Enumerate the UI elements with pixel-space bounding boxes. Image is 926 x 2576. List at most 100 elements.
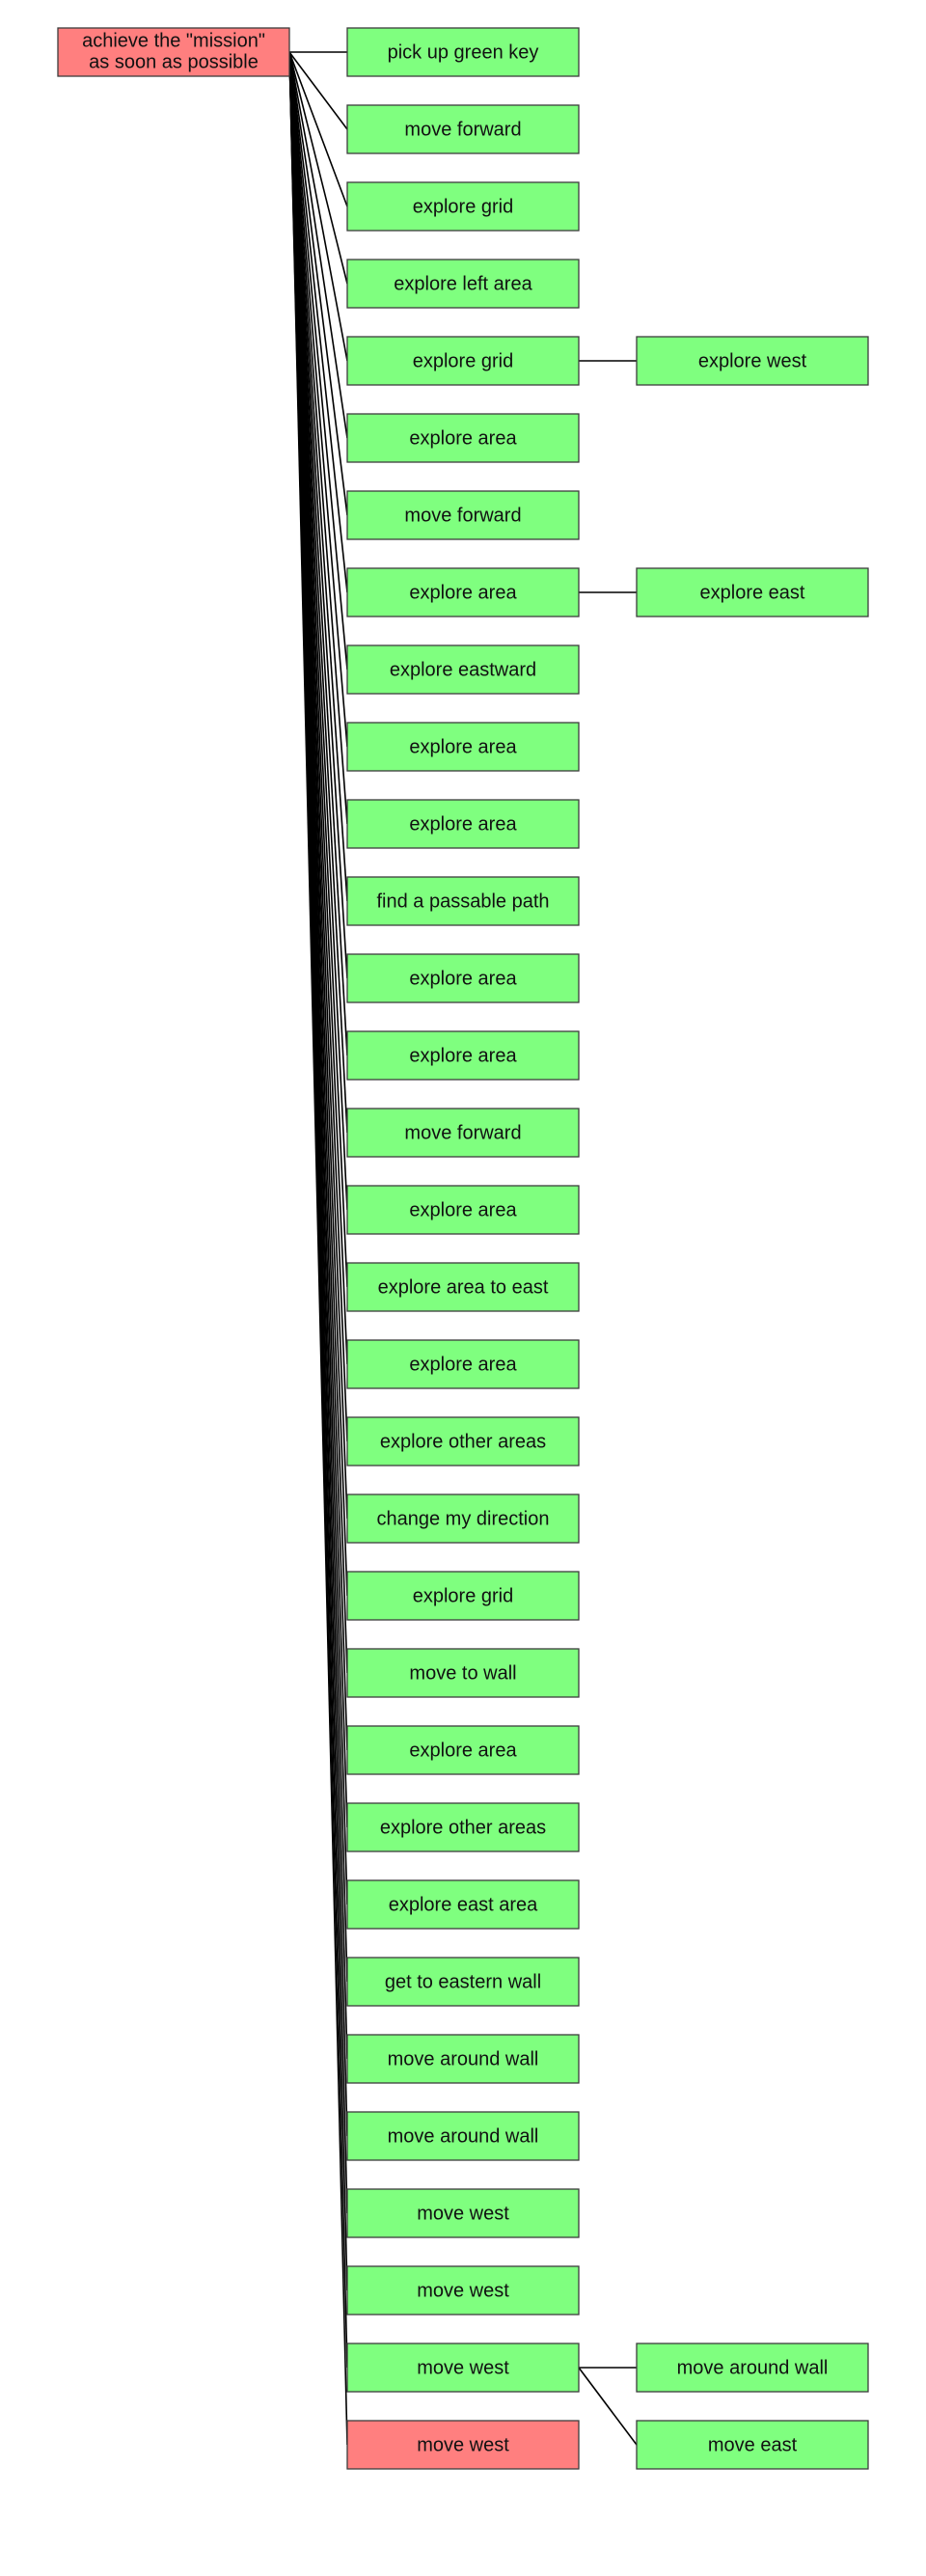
root-goal-node-label-line-2: as soon as possible xyxy=(89,51,259,72)
subgoal-node-31-child-2-box xyxy=(636,2420,869,2470)
subgoal-node-27-box xyxy=(346,2034,580,2084)
edge-line xyxy=(288,51,348,130)
edge-line xyxy=(288,51,348,748)
subgoal-node-20: change my direction xyxy=(346,1494,580,1544)
edge-line xyxy=(288,51,348,902)
subgoal-node-13-label: explore area xyxy=(409,968,517,989)
subgoal-node-19: explore other areas xyxy=(346,1416,580,1466)
subgoal-node-6: explore area xyxy=(346,413,580,463)
root-goal-node-box xyxy=(57,27,290,77)
subgoal-node-31: move west xyxy=(346,2343,580,2393)
subgoal-node-9-box xyxy=(346,644,580,695)
subgoal-node-26: get to eastern wall xyxy=(346,1957,580,2007)
subgoal-node-32-box xyxy=(346,2420,580,2470)
root-goal-node: achieve the "mission"as soon as possible xyxy=(57,27,290,77)
subgoal-node-5: explore grid xyxy=(346,336,580,386)
subgoal-node-23-label: explore area xyxy=(409,1740,517,1761)
subgoal-node-15: move forward xyxy=(346,1108,580,1158)
subgoal-node-7-label: move forward xyxy=(404,505,521,526)
subgoal-node-12-box xyxy=(346,876,580,926)
subgoal-node-2-box xyxy=(346,104,580,154)
subgoal-node-29-label: move west xyxy=(417,2203,509,2224)
subgoal-node-17-label: explore area to east xyxy=(378,1276,549,1298)
subgoal-node-2-label: move forward xyxy=(404,119,521,140)
subgoal-node-32-label: move west xyxy=(417,2434,509,2455)
subgoal-node-8-box xyxy=(346,567,580,617)
subgoal-node-22-box xyxy=(346,1648,580,1698)
subgoal-node-23: explore area xyxy=(346,1725,580,1775)
subgoal-node-10-label: explore area xyxy=(409,736,517,757)
subgoal-node-16-label: explore area xyxy=(409,1199,517,1220)
subgoal-node-31-label: move west xyxy=(417,2357,509,2378)
subgoal-node-25-label: explore east area xyxy=(389,1894,538,1915)
subgoal-node-14-box xyxy=(346,1030,580,1081)
edge-line xyxy=(288,51,348,593)
subgoal-node-18-label: explore area xyxy=(409,1354,517,1375)
edge-line xyxy=(288,51,348,825)
subgoal-node-4-label: explore left area xyxy=(394,273,532,294)
edge-line xyxy=(288,51,348,285)
subgoal-node-24: explore other areas xyxy=(346,1802,580,1852)
subgoal-node-3: explore grid xyxy=(346,181,580,232)
root-goal-node-label-line-1: achieve the "mission" xyxy=(82,30,265,51)
subgoal-node-17: explore area to east xyxy=(346,1262,580,1312)
subgoal-node-6-label: explore area xyxy=(409,427,517,449)
subgoal-node-25: explore east area xyxy=(346,1879,580,1930)
subgoal-node-30: move west xyxy=(346,2265,580,2316)
subgoal-node-31-child-2-label: move east xyxy=(708,2434,798,2455)
subgoal-node-24-label: explore other areas xyxy=(380,1817,546,1838)
subgoal-node-9: explore eastward xyxy=(346,644,580,695)
subgoal-node-28: move around wall xyxy=(346,2111,580,2161)
subgoal-node-31-box xyxy=(346,2343,580,2393)
edge-line xyxy=(288,51,348,671)
subgoal-node-22: move to wall xyxy=(346,1648,580,1698)
subgoal-node-22-label: move to wall xyxy=(409,1662,516,1684)
subgoal-node-29: move west xyxy=(346,2188,580,2238)
subgoal-node-30-box xyxy=(346,2265,580,2316)
subgoal-node-26-box xyxy=(346,1957,580,2007)
subgoal-node-5-child-1-label: explore west xyxy=(698,350,807,371)
subgoal-node-15-box xyxy=(346,1108,580,1158)
nodes-layer: achieve the "mission"as soon as possible… xyxy=(57,27,869,2470)
subgoal-node-1: pick up green key xyxy=(346,27,580,77)
subgoal-node-31-child-1-box xyxy=(636,2343,869,2393)
subgoal-node-4: explore left area xyxy=(346,259,580,309)
subgoal-node-18: explore area xyxy=(346,1339,580,1389)
subgoal-node-23-box xyxy=(346,1725,580,1775)
subgoal-node-16-box xyxy=(346,1185,580,1235)
edge-line xyxy=(288,51,348,439)
subgoal-node-7: move forward xyxy=(346,490,580,540)
subgoal-node-30-label: move west xyxy=(417,2280,509,2301)
subgoal-node-10-box xyxy=(346,722,580,772)
subgoal-node-28-box xyxy=(346,2111,580,2161)
subgoal-node-8: explore area xyxy=(346,567,580,617)
subgoal-node-12-label: find a passable path xyxy=(376,891,549,912)
subgoal-node-31-child-1: move around wall xyxy=(636,2343,869,2393)
subgoal-node-11-label: explore area xyxy=(409,813,517,835)
subgoal-node-1-label: pick up green key xyxy=(388,41,539,63)
edge-line xyxy=(288,51,348,362)
subgoal-node-13-box xyxy=(346,953,580,1003)
edges-layer xyxy=(288,51,638,2446)
subgoal-node-13: explore area xyxy=(346,953,580,1003)
subgoal-node-27: move around wall xyxy=(346,2034,580,2084)
subgoal-node-21: explore grid xyxy=(346,1571,580,1621)
subgoal-node-17-box xyxy=(346,1262,580,1312)
subgoal-node-8-child-1-box xyxy=(636,567,869,617)
subgoal-node-29-box xyxy=(346,2188,580,2238)
edge-line xyxy=(578,2367,638,2446)
subgoal-node-4-box xyxy=(346,259,580,309)
subgoal-node-26-label: get to eastern wall xyxy=(385,1971,541,1992)
subgoal-node-27-label: move around wall xyxy=(388,2048,539,2069)
subgoal-node-21-label: explore grid xyxy=(413,1585,514,1606)
subgoal-node-8-label: explore area xyxy=(409,582,517,603)
subgoal-node-14: explore area xyxy=(346,1030,580,1081)
subgoal-node-20-label: change my direction xyxy=(377,1508,550,1529)
subgoal-node-25-box xyxy=(346,1879,580,1930)
edge-line xyxy=(288,51,348,2446)
subgoal-node-28-label: move around wall xyxy=(388,2125,539,2147)
subgoal-node-20-box xyxy=(346,1494,580,1544)
subgoal-node-11: explore area xyxy=(346,799,580,849)
subgoal-node-5-child-1: explore west xyxy=(636,336,869,386)
